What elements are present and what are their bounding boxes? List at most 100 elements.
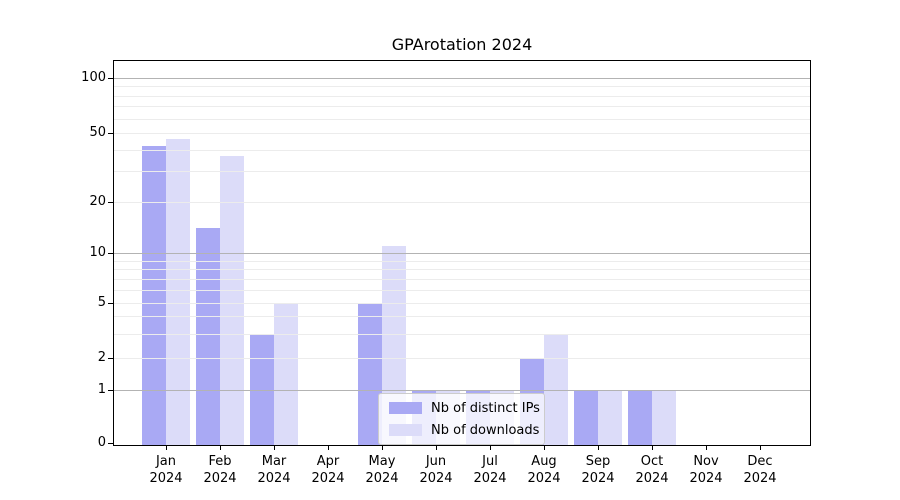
gridline-minor [114, 333, 810, 335]
x-axis-tick [706, 445, 707, 450]
bar-downloads [166, 139, 190, 445]
y-axis-tick [108, 390, 114, 391]
legend-swatch-distinct-ips [389, 402, 422, 414]
gridline-minor [114, 316, 810, 318]
x-axis-tick [760, 445, 761, 450]
x-axis-tick-label-line: 2024 [581, 471, 615, 486]
x-axis-tick-label-line: 2024 [311, 471, 345, 486]
bar-downloads [220, 155, 244, 445]
x-axis-tick [274, 445, 275, 450]
x-axis-tick-label-line: Jul [482, 454, 498, 469]
bar-downloads [652, 390, 676, 445]
gridline-minor [114, 106, 810, 108]
x-axis-tick-label: Dec 2024 [725, 453, 795, 487]
y-axis-tick [108, 78, 114, 79]
y-axis-tick-label: 10 [89, 245, 106, 260]
x-axis-tick-label-line: Sep [585, 454, 611, 469]
y-axis-tick [108, 133, 114, 134]
x-axis-tick-label: Mar 2024 [239, 453, 309, 487]
gridline-minor [114, 303, 810, 304]
legend-label: Nb of distinct IPs [431, 400, 540, 416]
y-axis-tick-label: 50 [89, 125, 106, 140]
x-axis-tick [490, 445, 491, 450]
gridline-minor [114, 171, 810, 173]
x-axis-tick-label: Sep 2024 [563, 453, 633, 487]
x-axis-tick [166, 445, 167, 450]
gridline-minor [114, 358, 810, 359]
y-axis-tick-label: 1 [97, 382, 106, 397]
x-axis-tick-label-line: 2024 [203, 471, 237, 486]
bar-distinct-ips [628, 390, 652, 445]
bar-distinct-ips [250, 333, 274, 445]
x-axis-tick-label-line: May [368, 454, 396, 469]
gridline-minor [114, 202, 810, 203]
x-axis-tick-label-line: 2024 [473, 471, 507, 486]
y-axis-tick-label: 20 [89, 194, 106, 209]
plot-area: 100 50 20 10 5 2 1 0 Jan 2024 Feb 2024 Mar 2024 Apr 202… [81, 60, 811, 486]
x-axis-tick-label: May 2024 [347, 453, 417, 487]
x-axis-tick-label-line: Apr [316, 454, 340, 469]
y-axis-tick [108, 358, 114, 359]
x-axis-tick-label-line: 2024 [689, 471, 723, 486]
x-axis-tick-label: Aug 2024 [509, 453, 579, 487]
x-axis-tick-label: Oct 2024 [617, 453, 687, 487]
x-axis-tick [598, 445, 599, 450]
y-axis-tick [108, 253, 114, 254]
x-axis-tick-label-line: Feb [208, 454, 232, 469]
y-axis-tick [108, 202, 114, 203]
gridline-minor [114, 269, 810, 271]
x-axis-tick-label: Feb 2024 [185, 453, 255, 487]
bar-downloads [598, 390, 622, 445]
x-axis-tick-label-line: 2024 [149, 471, 183, 486]
x-axis-tick [652, 445, 653, 450]
y-axis-tick-label: 0 [97, 435, 106, 450]
x-axis-tick [328, 445, 329, 450]
x-axis-tick-label: Nov 2024 [671, 453, 741, 487]
bar-downloads [274, 303, 298, 445]
y-axis-tick [108, 303, 114, 304]
gridline-minor [114, 86, 810, 88]
gridline-minor [114, 95, 810, 97]
gridline-minor [114, 133, 810, 134]
bar-distinct-ips [142, 146, 166, 445]
x-axis-tick-label-line: 2024 [365, 471, 399, 486]
x-axis-tick-label-line: Jan [155, 454, 177, 469]
x-axis-tick-label-line: 2024 [635, 471, 669, 486]
x-axis-tick-label-line: Nov [693, 454, 719, 469]
y-axis-tick-label: 5 [97, 295, 106, 310]
y-axis-tick-label: 100 [81, 70, 106, 85]
gridline-major [114, 390, 810, 391]
gridline-minor [114, 278, 810, 280]
x-axis-tick-label: Apr 2024 [293, 453, 363, 487]
legend-swatch-downloads [389, 424, 422, 436]
x-axis-tick-label-line: Aug [531, 454, 557, 469]
x-axis-tick [220, 445, 221, 450]
x-axis-tick-label-line: 2024 [257, 471, 291, 486]
bar-distinct-ips [574, 390, 598, 445]
bar-downloads [544, 333, 568, 445]
legend-label: Nb of downloads [431, 422, 540, 438]
y-axis-tick-label: 2 [97, 350, 106, 365]
gridline-minor [114, 289, 810, 291]
x-axis-tick-label-line: Jun [425, 454, 447, 469]
x-axis-tick-label-line: 2024 [743, 471, 777, 486]
x-axis-tick-label-line: Mar [261, 454, 287, 469]
x-axis-tick-label-line: Oct [640, 454, 664, 469]
x-axis-tick [382, 445, 383, 450]
x-axis-tick [544, 445, 545, 450]
x-axis-tick-label-line: Dec [747, 454, 773, 469]
x-axis-tick-label: Jun 2024 [401, 453, 471, 487]
x-axis-tick-label: Jan 2024 [131, 453, 201, 487]
legend: Nb of distinct IPs Nb of downloads [378, 393, 545, 445]
chart-title: GPArotation 2024 [391, 35, 533, 54]
x-axis-tick-label: Jul 2024 [455, 453, 525, 487]
legend-item: Nb of distinct IPs [389, 399, 540, 417]
gridline-major [114, 253, 810, 254]
gridline-minor [114, 149, 810, 151]
x-axis-tick-label-line: 2024 [419, 471, 453, 486]
bar-distinct-ips [196, 228, 220, 445]
x-axis-tick-label-line: 2024 [527, 471, 561, 486]
gridline-major [114, 78, 810, 79]
gridline-minor [114, 260, 810, 262]
